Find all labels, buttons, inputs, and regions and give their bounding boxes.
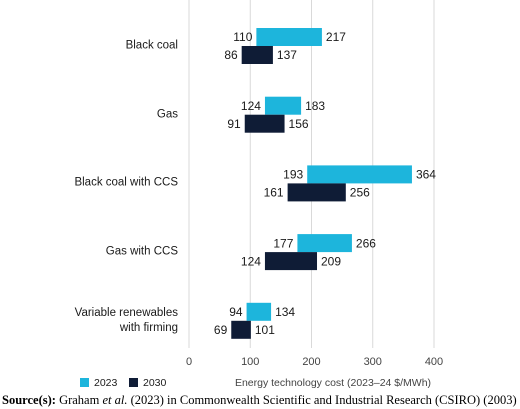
category-label: Variable renewables with firming xyxy=(74,306,178,334)
category-label: Gas xyxy=(156,108,178,121)
chart: 0 100 200 300 400 110 217 86 137 124 183 91 156 193 36… xyxy=(80,0,443,389)
x-tick-label: 100 xyxy=(241,356,259,368)
bar xyxy=(287,183,346,202)
source-italic: et al. xyxy=(102,393,128,407)
legend-swatch xyxy=(80,378,89,387)
value-label: 124 xyxy=(241,254,261,268)
value-label: 217 xyxy=(326,30,346,44)
category-label: Black coal xyxy=(125,39,178,52)
bar xyxy=(297,234,352,253)
bar xyxy=(264,96,302,115)
value-label: 137 xyxy=(277,48,297,62)
value-label: 193 xyxy=(283,168,303,182)
value-label: 101 xyxy=(255,323,275,337)
source-text: (2023) in Commonwealth Scientific and In… xyxy=(127,393,517,407)
bar xyxy=(246,302,272,321)
x-tick-label: 0 xyxy=(186,356,192,368)
x-axis-title: Energy technology cost (2023–24 $/MWh) xyxy=(235,377,431,389)
source-text: Graham xyxy=(59,393,103,407)
bar xyxy=(231,320,251,339)
legend-label: 2030 xyxy=(143,377,167,389)
legend-swatch xyxy=(129,378,138,387)
bar xyxy=(241,46,273,64)
value-label: 134 xyxy=(275,305,295,319)
value-label: 86 xyxy=(224,48,238,62)
x-tick-label: 200 xyxy=(302,356,320,368)
value-label: 156 xyxy=(289,117,309,131)
source-label: Source(s): xyxy=(2,393,56,407)
value-label: 110 xyxy=(233,30,252,44)
value-label: 256 xyxy=(350,186,370,200)
bar xyxy=(256,28,322,46)
value-label: 94 xyxy=(229,305,243,319)
legend-label: 2023 xyxy=(94,377,118,389)
x-tick-label: 300 xyxy=(364,356,382,368)
x-tick-label: 400 xyxy=(425,356,443,368)
category-label: Black coal with CCS xyxy=(74,176,178,189)
category-label: Gas with CCS xyxy=(105,245,178,258)
bar xyxy=(307,165,412,184)
value-label: 124 xyxy=(241,99,261,113)
bar xyxy=(264,252,318,271)
value-label: 209 xyxy=(321,254,341,268)
value-label: 69 xyxy=(214,323,228,337)
bar xyxy=(244,114,285,133)
value-label: 266 xyxy=(356,236,376,250)
value-label: 177 xyxy=(273,236,293,250)
value-label: 183 xyxy=(305,99,325,113)
value-label: 91 xyxy=(227,117,241,131)
source: Source(s): Graham et al. (2023) in Commo… xyxy=(2,393,517,408)
value-label: 364 xyxy=(416,168,436,182)
value-label: 161 xyxy=(264,186,284,200)
